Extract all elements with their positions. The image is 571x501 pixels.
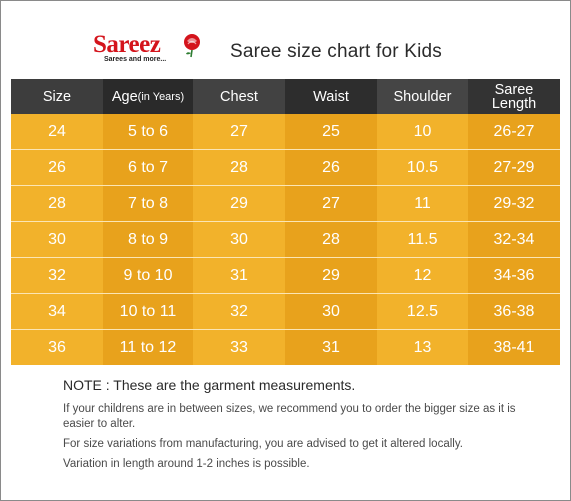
table-cell: 33 bbox=[193, 330, 285, 365]
table-cell: 11.5 bbox=[377, 222, 468, 257]
table-row: 28 7 to 8 29 27 11 29-32 bbox=[11, 185, 560, 221]
table-cell: 28 bbox=[11, 186, 103, 221]
column-header-age: Age (in Years) bbox=[103, 79, 193, 114]
table-cell: 32 bbox=[193, 294, 285, 329]
table-cell: 6 to 7 bbox=[103, 150, 193, 185]
table-header-row: Size Age (in Years) Chest Waist Shoulder… bbox=[11, 79, 560, 114]
column-header-shoulder: Shoulder bbox=[377, 79, 468, 114]
table-row: 24 5 to 6 27 25 10 26-27 bbox=[11, 114, 560, 149]
table-cell: 7 to 8 bbox=[103, 186, 193, 221]
table-cell: 27-29 bbox=[468, 150, 560, 185]
table-cell: 24 bbox=[11, 114, 103, 149]
table-row: 26 6 to 7 28 26 10.5 27-29 bbox=[11, 149, 560, 185]
table-cell: 26 bbox=[11, 150, 103, 185]
table-cell: 32-34 bbox=[468, 222, 560, 257]
table-cell: 28 bbox=[193, 150, 285, 185]
note-line: For size variations from manufacturing, … bbox=[63, 438, 463, 450]
table-cell: 12.5 bbox=[377, 294, 468, 329]
column-header-size: Size bbox=[11, 79, 103, 114]
column-header-waist: Waist bbox=[285, 79, 377, 114]
table-cell: 10.5 bbox=[377, 150, 468, 185]
rose-icon bbox=[184, 34, 200, 58]
table-cell: 27 bbox=[193, 114, 285, 149]
table-cell: 10 to 11 bbox=[103, 294, 193, 329]
table-cell: 31 bbox=[285, 330, 377, 365]
table-row: 34 10 to 11 32 30 12.5 36-38 bbox=[11, 293, 560, 329]
table-cell: 9 to 10 bbox=[103, 258, 193, 293]
table-cell: 34-36 bbox=[468, 258, 560, 293]
table-cell: 29 bbox=[193, 186, 285, 221]
table-cell: 34 bbox=[11, 294, 103, 329]
logo-tagline: Sarees and more... bbox=[104, 56, 167, 63]
size-table: Size Age (in Years) Chest Waist Shoulder… bbox=[11, 79, 560, 365]
chart-title: Saree size chart for Kids bbox=[230, 41, 442, 62]
table-cell: 30 bbox=[193, 222, 285, 257]
chart-header: Sareez Sarees and more... Saree size cha… bbox=[1, 29, 571, 73]
note-heading: NOTE : These are the garment measurement… bbox=[63, 377, 356, 393]
notes-section: NOTE : These are the garment measurement… bbox=[63, 377, 533, 477]
table-body: 24 5 to 6 27 25 10 26-27 26 6 to 7 28 26… bbox=[11, 114, 560, 365]
table-cell: 38-41 bbox=[468, 330, 560, 365]
table-cell: 26 bbox=[285, 150, 377, 185]
table-cell: 31 bbox=[193, 258, 285, 293]
table-cell: 27 bbox=[285, 186, 377, 221]
table-cell: 36 bbox=[11, 330, 103, 365]
table-cell: 28 bbox=[285, 222, 377, 257]
table-cell: 13 bbox=[377, 330, 468, 365]
column-header-saree-length: Saree Length bbox=[468, 79, 560, 114]
table-cell: 30 bbox=[285, 294, 377, 329]
table-cell: 11 to 12 bbox=[103, 330, 193, 365]
table-cell: 29 bbox=[285, 258, 377, 293]
table-cell: 30 bbox=[11, 222, 103, 257]
sareez-logo: Sareez Sarees and more... bbox=[93, 29, 213, 73]
table-cell: 8 to 9 bbox=[103, 222, 193, 257]
column-header-chest: Chest bbox=[193, 79, 285, 114]
logo-wordmark: Sareez bbox=[93, 31, 161, 58]
table-row: 32 9 to 10 31 29 12 34-36 bbox=[11, 257, 560, 293]
table-row: 30 8 to 9 30 28 11.5 32-34 bbox=[11, 221, 560, 257]
table-cell: 25 bbox=[285, 114, 377, 149]
table-cell: 10 bbox=[377, 114, 468, 149]
table-cell: 29-32 bbox=[468, 186, 560, 221]
note-line: Variation in length around 1-2 inches is… bbox=[63, 458, 310, 470]
table-row: 36 11 to 12 33 31 13 38-41 bbox=[11, 329, 560, 365]
table-cell: 36-38 bbox=[468, 294, 560, 329]
table-cell: 12 bbox=[377, 258, 468, 293]
table-cell: 11 bbox=[377, 186, 468, 221]
table-cell: 5 to 6 bbox=[103, 114, 193, 149]
table-cell: 32 bbox=[11, 258, 103, 293]
note-line: If your childrens are in between sizes, … bbox=[63, 403, 516, 430]
table-cell: 26-27 bbox=[468, 114, 560, 149]
